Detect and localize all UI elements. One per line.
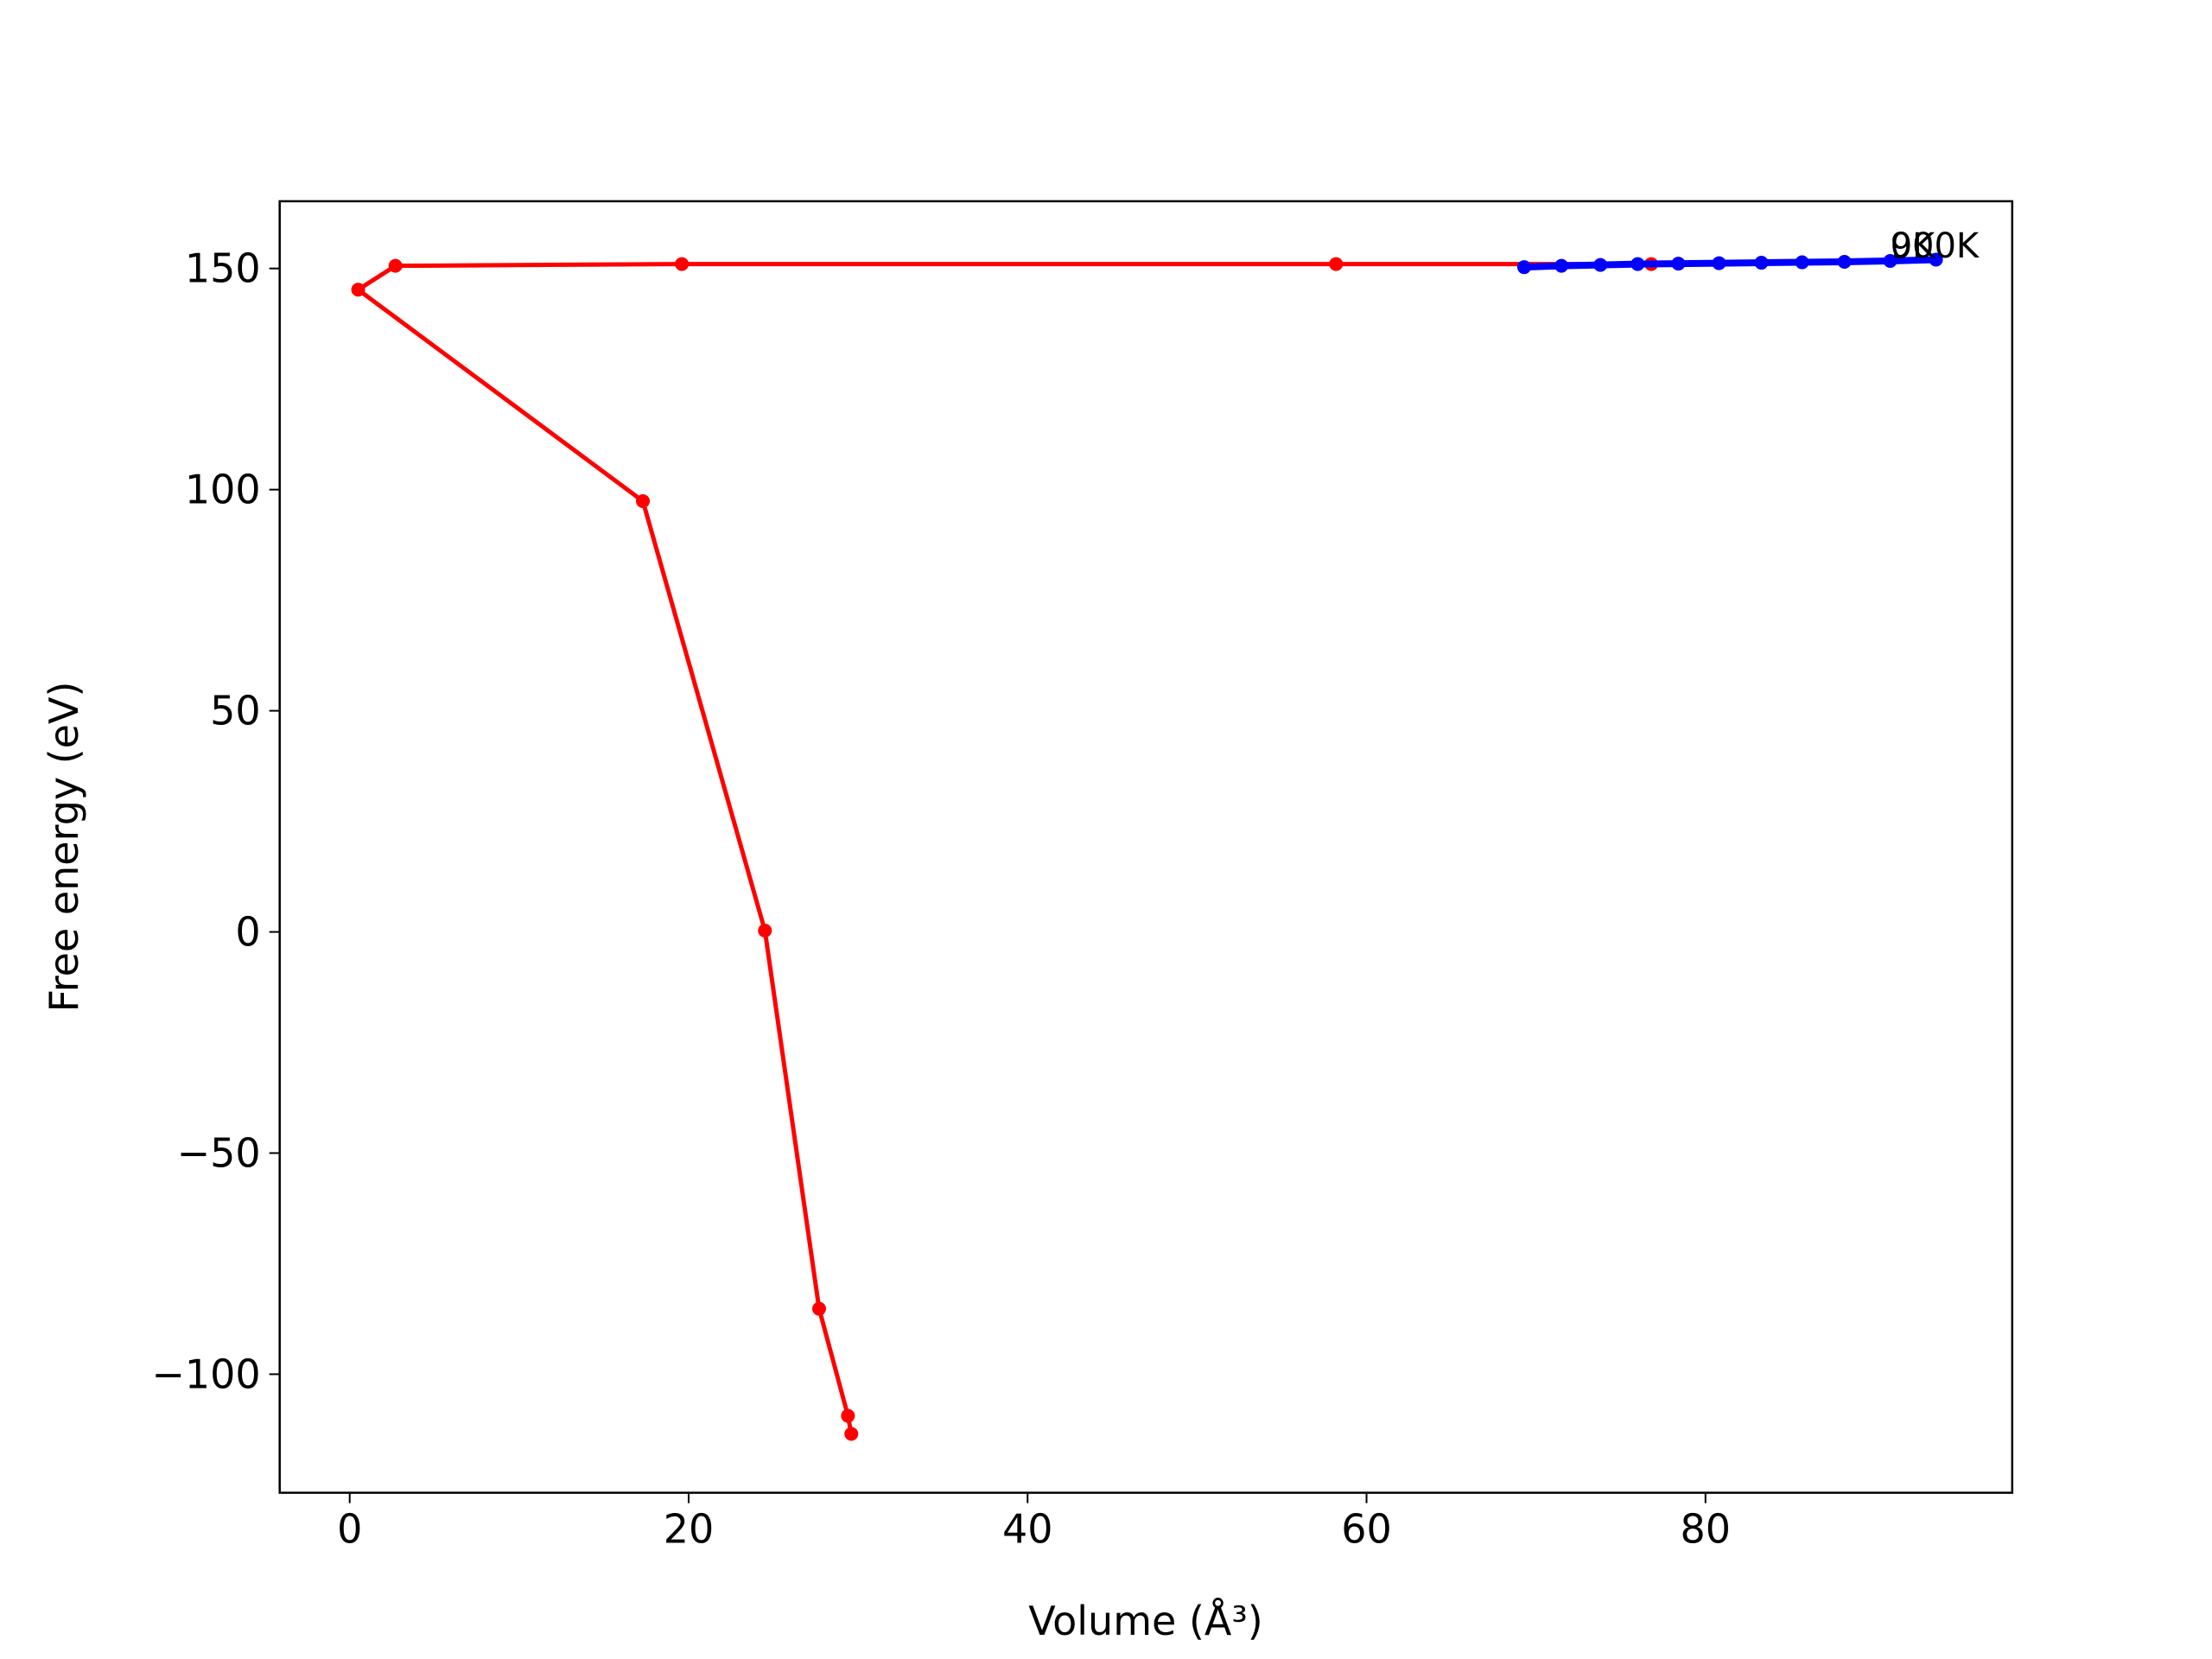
x-axis-label: Volume (Å³) [1028, 1598, 1263, 1644]
point [1837, 255, 1852, 270]
x-tick-label: 40 [1002, 1506, 1053, 1553]
point [1883, 254, 1897, 269]
point [388, 258, 403, 273]
y-tick-label: −100 [151, 1351, 260, 1397]
x-tick-label: 80 [1681, 1506, 1732, 1553]
annotation: 0K [1891, 226, 1936, 266]
y-axis-label: Free energy (eV) [41, 682, 87, 1013]
point [1630, 257, 1645, 271]
point [1554, 258, 1569, 273]
point [1593, 257, 1608, 272]
y-tick-label: 0 [235, 909, 260, 956]
annotation: 900K [1891, 226, 1980, 266]
series-line [1523, 256, 1936, 271]
point [1516, 260, 1531, 275]
point [1712, 256, 1726, 270]
x-tick-label: 20 [664, 1506, 715, 1553]
point [351, 283, 365, 297]
point [675, 257, 690, 271]
series-line [356, 262, 1652, 1434]
x-tick-label: 60 [1341, 1506, 1392, 1553]
x-tick-label: 0 [337, 1506, 362, 1553]
point [636, 493, 651, 508]
y-tick-label: −50 [177, 1129, 261, 1176]
plot-frame [278, 200, 2014, 1494]
point [841, 1408, 855, 1423]
point [812, 1301, 827, 1316]
point [758, 923, 772, 938]
point [1795, 255, 1809, 270]
point [1671, 257, 1686, 271]
y-tick-label: 50 [210, 688, 261, 734]
point [844, 1427, 859, 1441]
point [1754, 256, 1769, 270]
y-tick-label: 150 [185, 245, 261, 292]
y-tick-label: 100 [185, 467, 261, 513]
point [1329, 257, 1344, 271]
point [1929, 252, 1943, 267]
